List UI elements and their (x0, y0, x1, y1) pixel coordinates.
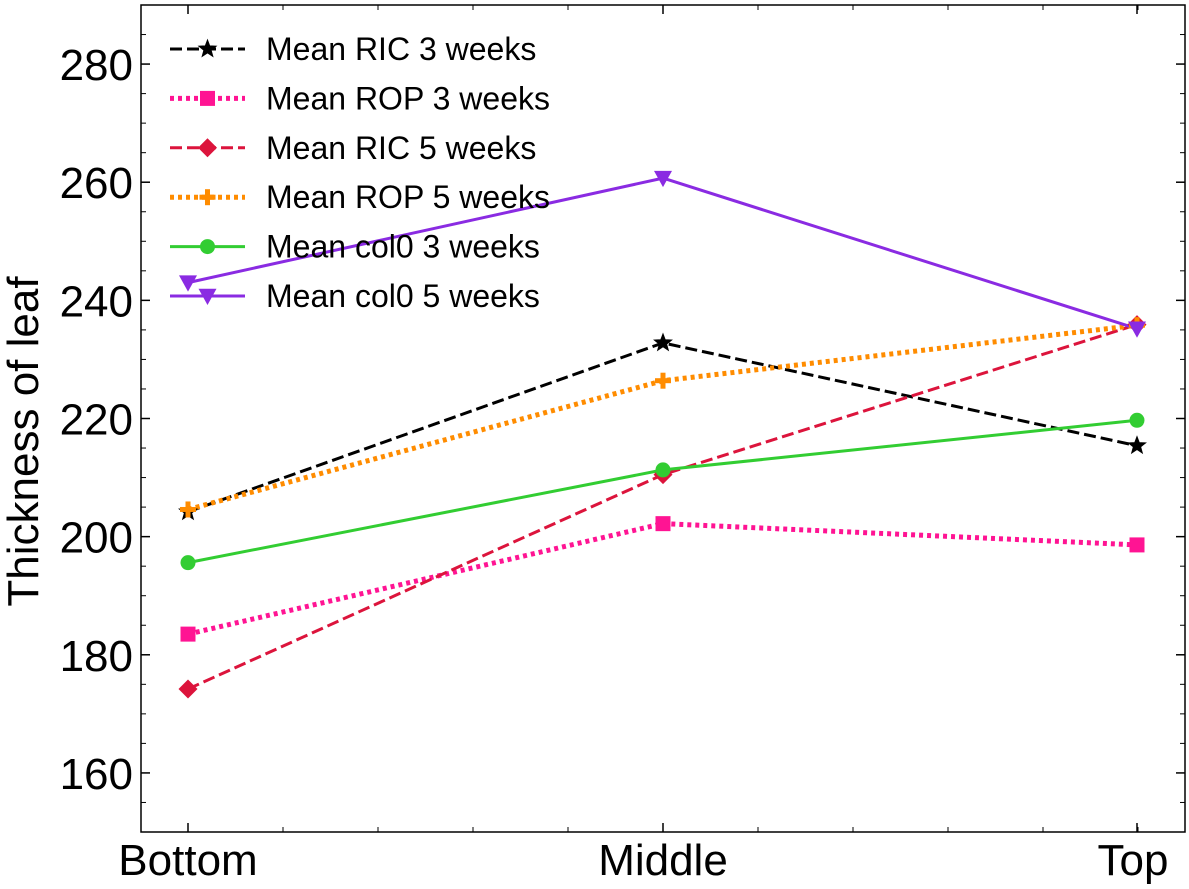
series-markers (178, 170, 1147, 699)
legend-label-1: Mean ROP 3 weeks (266, 80, 550, 116)
triangle-down-marker (1128, 321, 1146, 338)
plus-marker (180, 501, 196, 518)
circle-marker (655, 462, 671, 478)
x-tick-label: Bottom (118, 836, 257, 885)
y-tick-label: 180 (60, 632, 133, 681)
x-tick-label: Top (1098, 836, 1169, 885)
legend-label-2: Mean RIC 5 weeks (266, 130, 536, 166)
legend: Mean RIC 3 weeks Mean ROP 3 weeks Mean RIC… (170, 31, 550, 314)
legend-label-4: Mean col0 3 weeks (266, 229, 540, 265)
diamond-marker (178, 679, 198, 699)
y-tick-label: 260 (60, 159, 133, 208)
triangle-down-marker (654, 170, 672, 188)
star-marker (653, 332, 673, 352)
star-marker (1127, 435, 1147, 455)
plot-area-frame (140, 4, 1186, 833)
series-line-4 (187, 418, 1138, 565)
x-tick-labels: Bottom Middle Top (118, 836, 1168, 885)
square-marker (200, 90, 215, 106)
series-line-1 (187, 521, 1138, 637)
square-marker (180, 626, 196, 642)
y-tick-label: 220 (60, 396, 133, 445)
y-tick-label: 280 (60, 41, 133, 90)
y-axis-title: Thickness of leaf (0, 276, 48, 607)
diamond-marker (198, 138, 217, 158)
plus-marker (655, 372, 671, 389)
axis-ticks (141, 4, 1185, 833)
y-tick-labels: 160 180 200 220 240 260 280 (60, 41, 133, 799)
legend-label-5: Mean col0 5 weeks (266, 278, 540, 314)
plus-marker (199, 189, 216, 206)
legend-label-0: Mean RIC 3 weeks (266, 31, 536, 67)
square-marker (655, 516, 671, 532)
x-tick-label: Middle (598, 836, 728, 885)
circle-marker (200, 239, 215, 255)
y-tick-label: 160 (60, 750, 133, 799)
series-line-3 (187, 322, 1138, 512)
square-marker (1129, 537, 1145, 553)
y-tick-label: 200 (60, 514, 133, 563)
y-tick-label: 240 (60, 277, 133, 326)
legend-label-3: Mean ROP 5 weeks (266, 179, 550, 215)
triangle-down-marker (198, 288, 217, 305)
star-marker (197, 38, 218, 58)
circle-marker (180, 555, 196, 571)
triangle-down-marker (179, 275, 197, 292)
circle-marker (1129, 412, 1145, 428)
